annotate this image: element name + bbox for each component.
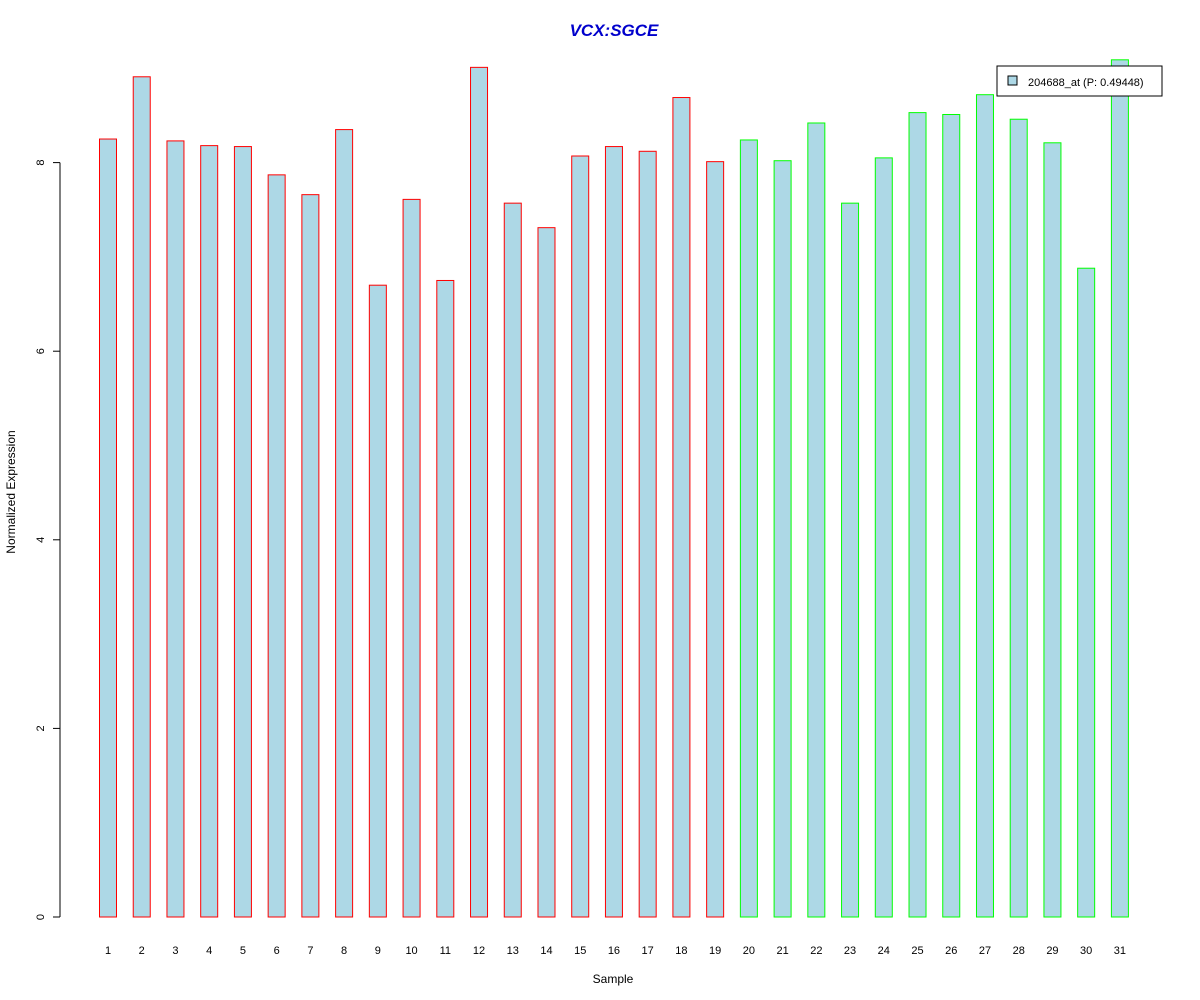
bar-sample-30 — [1077, 267, 1096, 918]
bar-sample-6 — [267, 174, 286, 918]
bar-sample-1 — [99, 138, 117, 918]
x-tick-label: 23 — [844, 945, 856, 957]
bar-sample-15 — [571, 155, 590, 918]
x-tick-label: 24 — [878, 945, 890, 957]
bar-sample-25 — [908, 112, 927, 918]
x-tick-label: 7 — [307, 945, 313, 957]
bar-sample-16 — [604, 146, 623, 918]
bar-sample-19 — [706, 161, 725, 918]
chart-title: VCX:SGCE — [570, 21, 659, 40]
x-tick-label: 4 — [206, 945, 212, 957]
bar-sample-21 — [773, 160, 792, 918]
x-tick-label: 25 — [911, 945, 923, 957]
y-tick-label: 0 — [35, 914, 47, 920]
x-axis-label: Sample — [593, 972, 634, 986]
bar-sample-8 — [335, 129, 354, 918]
x-tick-label: 31 — [1114, 945, 1126, 957]
x-tick-label: 26 — [945, 945, 957, 957]
legend-swatch — [1007, 75, 1018, 86]
legend: 204688_at (P: 0.49448) — [996, 65, 1163, 97]
bar-sample-29 — [1043, 142, 1062, 918]
y-axis: 0 2 4 6 8 — [35, 160, 61, 920]
x-tick-label: 6 — [274, 945, 280, 957]
x-tick-label: 19 — [709, 945, 721, 957]
x-tick-label: 14 — [540, 945, 552, 957]
x-tick-label: 30 — [1080, 945, 1092, 957]
x-tick-label: 2 — [139, 945, 145, 957]
x-tick-label: 13 — [507, 945, 519, 957]
bar-sample-9 — [368, 284, 387, 918]
y-tick-label: 4 — [35, 537, 47, 543]
y-tick-label: 2 — [35, 725, 47, 731]
x-tick-label: 12 — [473, 945, 485, 957]
x-tick-label: 10 — [405, 945, 417, 957]
x-tick-label: 9 — [375, 945, 381, 957]
bar-sample-12 — [470, 66, 489, 918]
x-tick-labels: 1 2 3 4 5 6 7 8 9 10 11 12 13 14 15 16 17 18 19 20 21 22 23 24 2… — [105, 945, 1126, 957]
x-tick-label: 16 — [608, 945, 620, 957]
x-tick-label: 17 — [642, 945, 654, 957]
bar-sample-18 — [672, 97, 691, 918]
bar-sample-10 — [402, 198, 421, 918]
legend-box — [996, 65, 1163, 97]
legend-label: 204688_at (P: 0.49448) — [1028, 77, 1144, 89]
x-tick-label: 27 — [979, 945, 991, 957]
bar-sample-17 — [638, 150, 657, 918]
x-tick-label: 28 — [1013, 945, 1025, 957]
bar-sample-14 — [537, 227, 556, 918]
y-tick-label: 6 — [35, 348, 47, 354]
x-tick-label: 11 — [440, 945, 451, 957]
bar-sample-3 — [166, 140, 185, 918]
bar-sample-5 — [233, 146, 252, 918]
bar-sample-2 — [132, 76, 151, 918]
x-tick-label: 20 — [743, 945, 755, 957]
bar-sample-4 — [200, 145, 219, 918]
bar-sample-20 — [739, 139, 758, 918]
x-tick-label: 5 — [240, 945, 246, 957]
bar-sample-22 — [807, 122, 826, 918]
bar-sample-7 — [301, 194, 320, 918]
bar-sample-27 — [975, 94, 994, 918]
bar-sample-23 — [841, 202, 860, 918]
bars-group — [99, 59, 1129, 918]
y-axis-label: Normalized Expression — [4, 430, 18, 553]
x-tick-label: 21 — [776, 945, 788, 957]
x-tick-label: 29 — [1046, 945, 1058, 957]
x-tick-label: 18 — [675, 945, 687, 957]
bar-sample-13 — [503, 202, 522, 918]
bar-sample-26 — [942, 114, 961, 918]
y-tick-label: 8 — [35, 160, 47, 166]
bar-sample-24 — [874, 157, 893, 918]
bar-sample-28 — [1009, 118, 1028, 918]
x-tick-label: 3 — [172, 945, 178, 957]
x-tick-label: 8 — [341, 945, 347, 957]
x-tick-label: 22 — [810, 945, 822, 957]
bar-sample-11 — [436, 279, 455, 918]
x-tick-label: 1 — [105, 945, 111, 957]
x-tick-label: 15 — [574, 945, 586, 957]
bar-sample-31 — [1110, 59, 1129, 918]
